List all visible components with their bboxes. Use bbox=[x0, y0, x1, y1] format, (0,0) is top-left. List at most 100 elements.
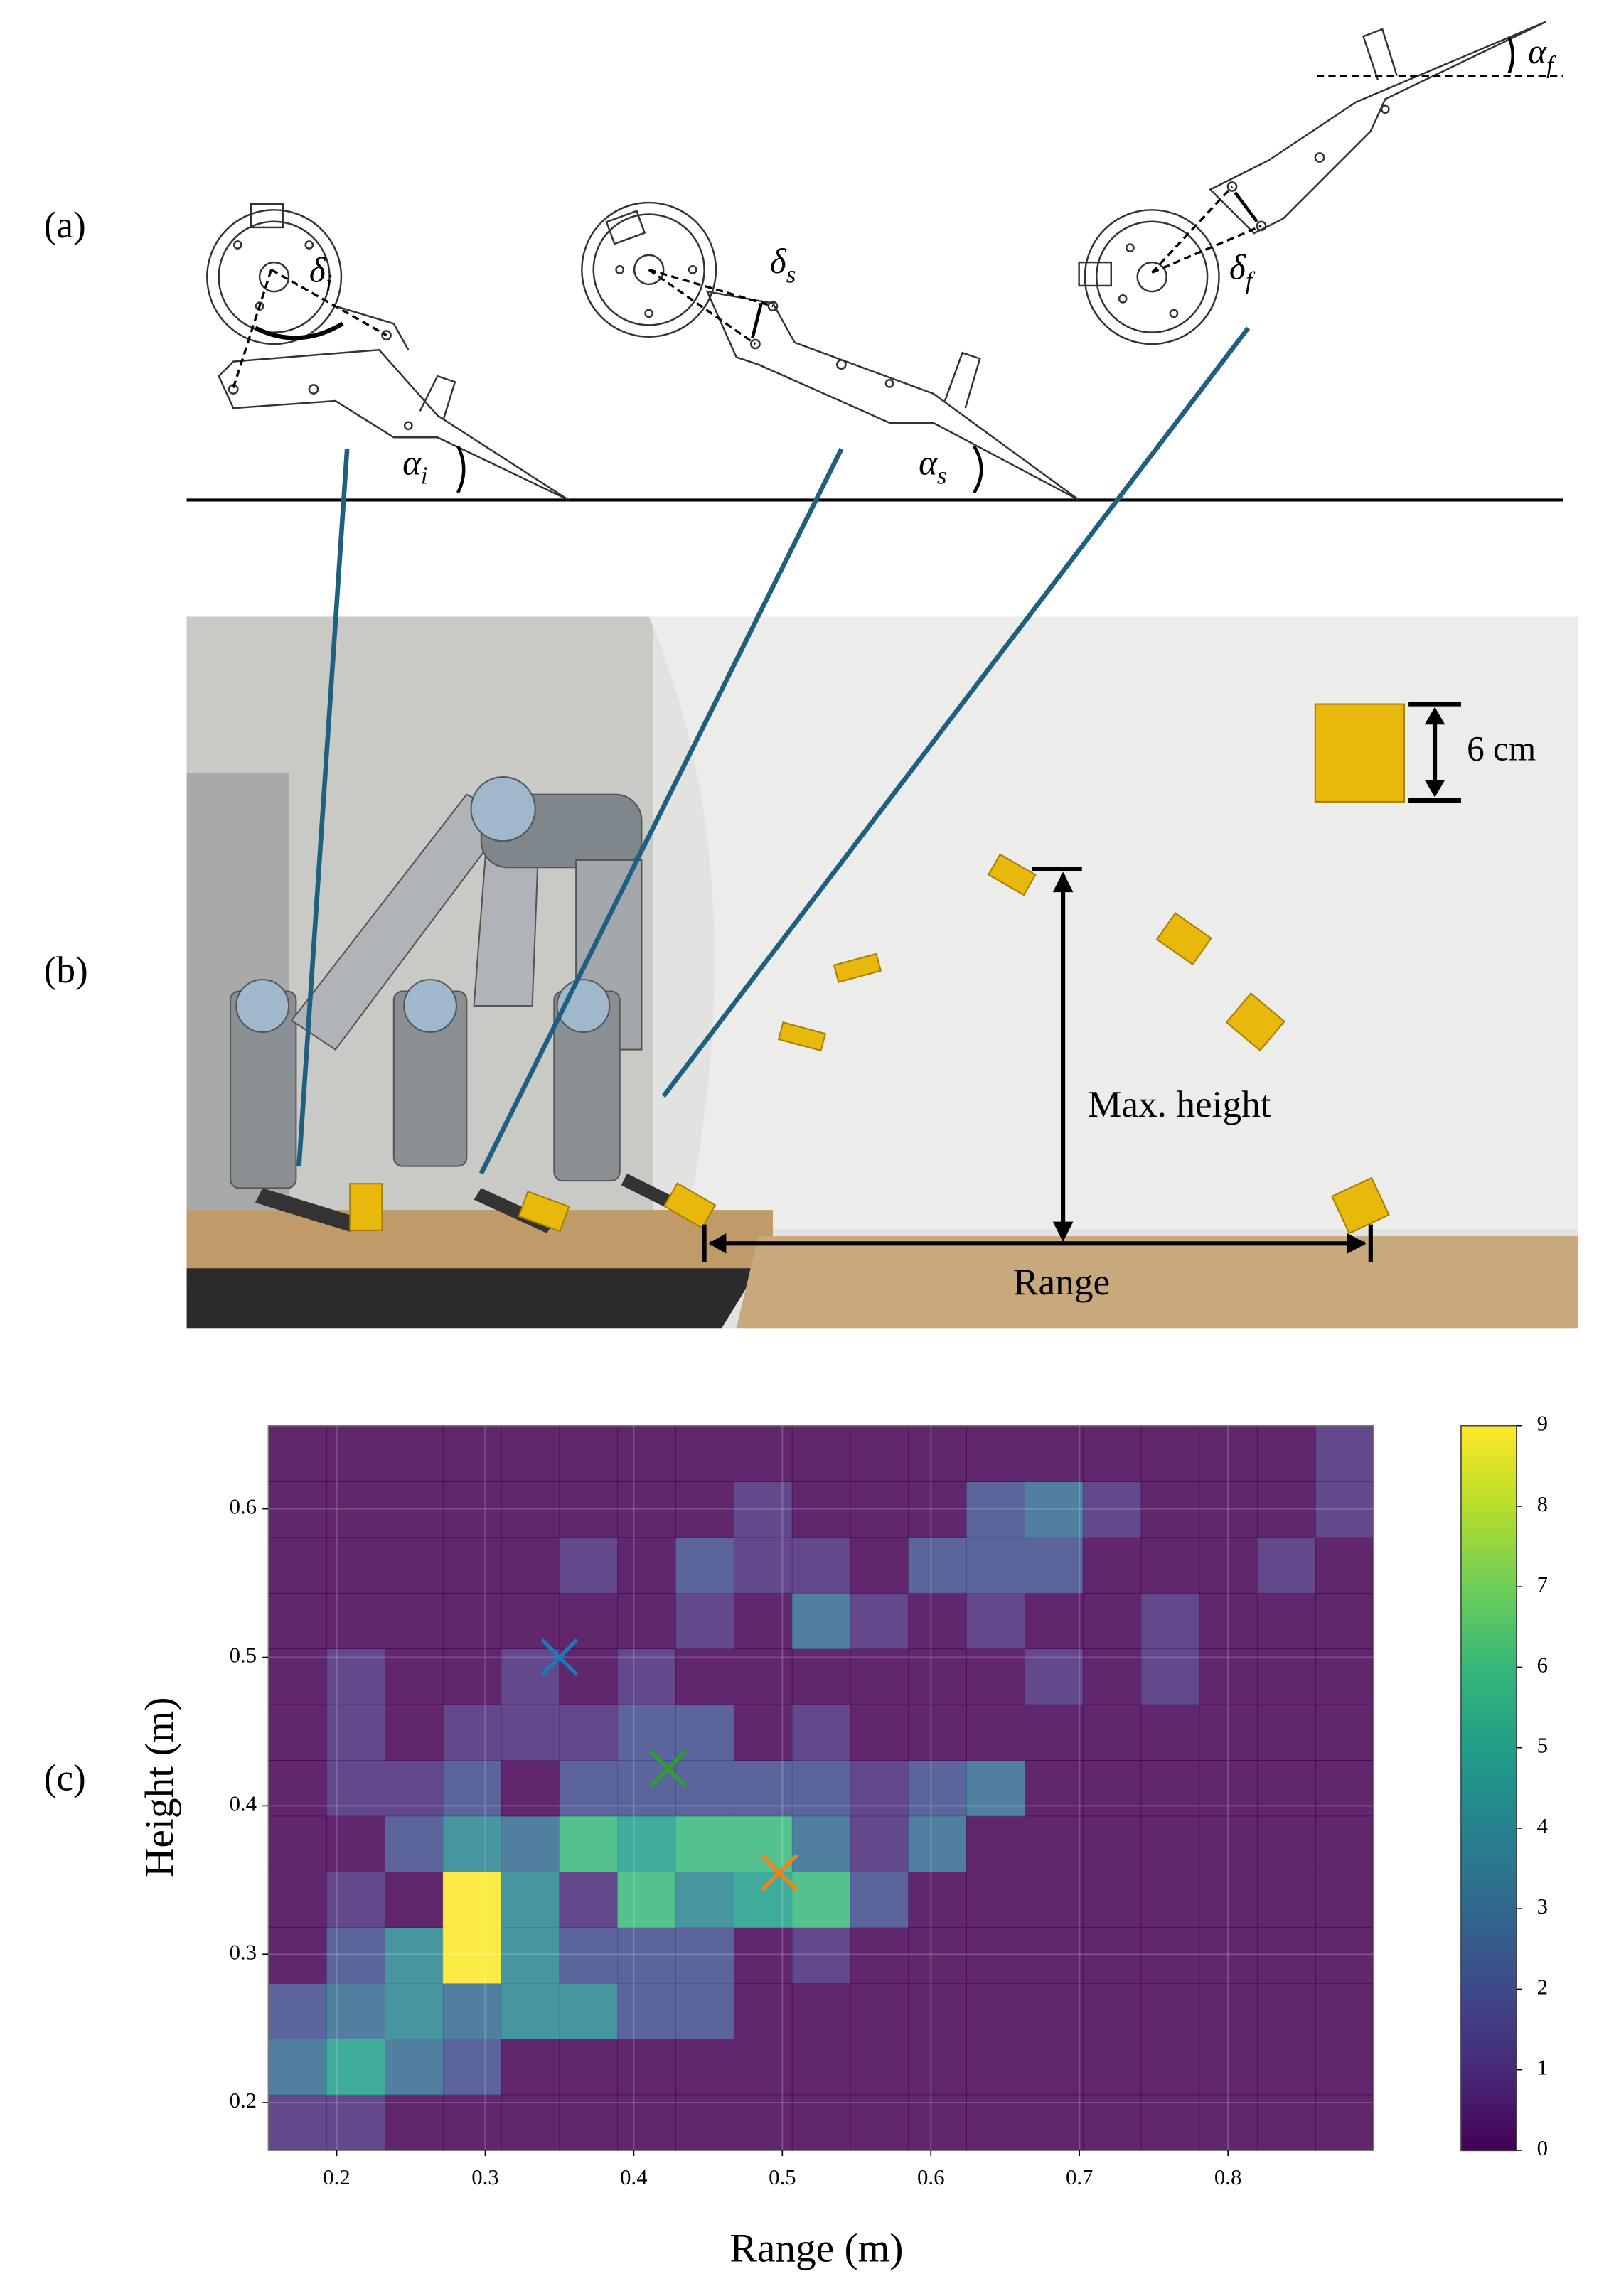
colorbar-segment bbox=[1460, 2035, 1517, 2043]
colorbar-segment bbox=[1460, 1739, 1517, 1747]
subscript: f bbox=[1546, 50, 1556, 78]
colorbar-segment bbox=[1460, 1667, 1517, 1675]
heatmap-cell bbox=[1199, 1983, 1258, 2039]
heatmap-cell bbox=[559, 1760, 619, 1817]
colorbar-segment bbox=[1460, 2054, 1517, 2061]
colorbar-segment bbox=[1460, 2077, 1517, 2085]
symbol: δ bbox=[1229, 248, 1246, 287]
heatmap-cell bbox=[559, 2039, 619, 2096]
heatmap-cell bbox=[1025, 1425, 1084, 1482]
floor-table bbox=[736, 1236, 1578, 1329]
heatmap-cell bbox=[268, 2094, 328, 2151]
colorbar-segment bbox=[1460, 1685, 1517, 1693]
colorbar-segment bbox=[1460, 2137, 1517, 2145]
heatmap-cell bbox=[326, 1704, 385, 1761]
heatmap-cell bbox=[268, 1927, 328, 1984]
connector bbox=[296, 449, 350, 1166]
heatmap-cell bbox=[501, 1425, 560, 1482]
heatmap-cell bbox=[850, 1648, 909, 1705]
colorbar-segment bbox=[1460, 1697, 1517, 1705]
heatmap-cell bbox=[908, 1815, 968, 1872]
colorbar-segment bbox=[1460, 1437, 1517, 1445]
heatmap-cell bbox=[675, 1425, 734, 1482]
colorbar-segment bbox=[1460, 1577, 1517, 1584]
heatmap-cell bbox=[385, 2094, 444, 2151]
photo: 6 cm Max. height Range bbox=[186, 616, 1578, 1329]
colorbar-segment bbox=[1460, 1769, 1517, 1777]
connector bbox=[661, 326, 1251, 1098]
marker bbox=[648, 1749, 687, 1788]
heatmap-cell bbox=[442, 1592, 502, 1650]
angle-guide bbox=[1150, 186, 1262, 274]
heatmap-cell bbox=[1025, 1871, 1084, 1928]
colorbar-segment bbox=[1460, 1582, 1517, 1590]
colorbar-segment bbox=[1460, 2101, 1517, 2109]
heatmap-cell bbox=[442, 1425, 502, 1482]
heatmap-cell bbox=[1025, 1815, 1084, 1872]
heatmap-cell bbox=[1257, 1481, 1316, 1538]
colorbar-segment bbox=[1460, 2029, 1517, 2037]
heatmap-cell bbox=[1025, 1648, 1084, 1705]
heatmap-cell bbox=[1082, 1983, 1142, 2039]
heatmap-cell bbox=[1315, 1648, 1374, 1705]
heatmap-cell bbox=[1082, 1648, 1142, 1705]
heatmap-cell bbox=[1140, 1871, 1200, 1928]
heatmap-cell bbox=[559, 1871, 619, 1928]
angle-guide bbox=[232, 268, 387, 389]
heatmap-cell bbox=[442, 1481, 502, 1538]
colorbar-segment bbox=[1460, 1951, 1517, 1958]
colorbar-segment bbox=[1460, 2066, 1517, 2073]
colorbar-segment bbox=[1460, 2096, 1517, 2103]
heatmap-cell bbox=[501, 1983, 560, 2039]
heatmap-cell bbox=[268, 1871, 328, 1928]
colorbar-tick-label: 5 bbox=[1537, 1734, 1548, 1758]
colorbar-segment bbox=[1460, 1594, 1517, 1602]
heatmap-cell bbox=[850, 1704, 909, 1761]
colorbar-segment bbox=[1460, 1818, 1517, 1825]
heatmap-cell bbox=[908, 1481, 968, 1538]
heatmap-cell bbox=[385, 1983, 444, 2039]
x-axis-label: Range (m) bbox=[730, 2226, 904, 2271]
y-tick-label: 0.3 bbox=[230, 1940, 257, 1964]
heatmap-cell bbox=[268, 1648, 328, 1705]
heatmap-cell bbox=[1315, 2039, 1374, 2096]
heatmap-cell bbox=[501, 1871, 560, 1928]
heatmap-cell bbox=[733, 2094, 793, 2151]
heatmap-cell bbox=[442, 1927, 502, 1984]
robot bbox=[230, 776, 643, 1189]
heatmap-cell bbox=[850, 1983, 909, 2039]
heatmap-cell bbox=[908, 1425, 968, 1482]
range-label: Range bbox=[1013, 1260, 1110, 1303]
heatmap-cell bbox=[442, 1537, 502, 1594]
heatmap-cell bbox=[908, 1704, 968, 1761]
heatmap-cell bbox=[501, 1704, 560, 1761]
colorbar-segment bbox=[1460, 1516, 1517, 1523]
colorbar-segment bbox=[1460, 1570, 1517, 1578]
colorbar-segment bbox=[1460, 1461, 1517, 1469]
heatmap-cell bbox=[1199, 1537, 1258, 1594]
colorbar-segment bbox=[1460, 1631, 1517, 1638]
colorbar-segment bbox=[1460, 1456, 1517, 1463]
colorbar-segment bbox=[1460, 1836, 1517, 1843]
angle-label: δf bbox=[1229, 248, 1256, 294]
heatmap-cell bbox=[1082, 2094, 1142, 2151]
colorbar-segment bbox=[1460, 1636, 1517, 1644]
heatmap-cell bbox=[850, 2039, 909, 2096]
mechanism bbox=[1078, 21, 1546, 345]
angle-arrow bbox=[254, 321, 344, 340]
colorbar-segment bbox=[1460, 1909, 1517, 1916]
heatmap-cell bbox=[559, 2094, 619, 2151]
heatmap-cell bbox=[1199, 1648, 1258, 1705]
heatmap-cell bbox=[966, 1537, 1025, 1594]
colorbar-segment bbox=[1460, 1914, 1517, 1922]
y-tick-label: 0.6 bbox=[230, 1495, 257, 1519]
heatmap-cell bbox=[1140, 2094, 1200, 2151]
heatmap-cell bbox=[791, 1871, 851, 1928]
colorbar-segment bbox=[1460, 1715, 1517, 1723]
heatmap-cell bbox=[1025, 1927, 1084, 1984]
colorbar-segment bbox=[1460, 1926, 1517, 1934]
angle-guide bbox=[648, 268, 774, 345]
heatmap-cell bbox=[733, 1425, 793, 1482]
x-tick-label: 0.2 bbox=[323, 2165, 350, 2189]
